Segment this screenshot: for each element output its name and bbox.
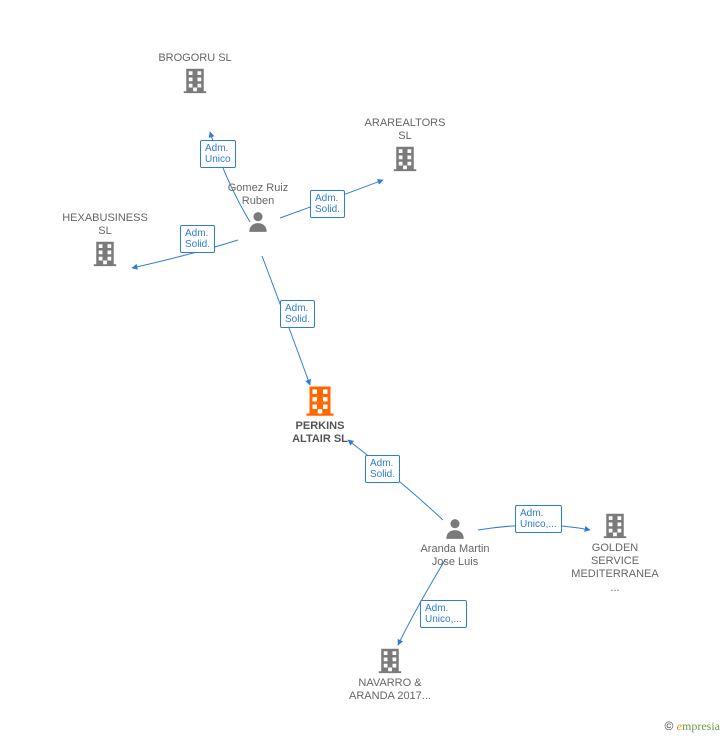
node-navarro[interactable]: NAVARRO & ARANDA 2017... (345, 645, 435, 703)
brand-rest: mpresia (682, 719, 720, 733)
node-golden[interactable]: GOLDEN SERVICE MEDITERRANEA... (570, 510, 660, 595)
node-gomez[interactable]: Gomez Ruiz Ruben (213, 182, 303, 236)
node-label: Aranda Martin Jose Luis (410, 543, 500, 569)
node-aranda[interactable]: Aranda Martin Jose Luis (410, 515, 500, 569)
copyright-symbol: © (664, 719, 673, 733)
node-label: NAVARRO & ARANDA 2017... (345, 677, 435, 703)
node-perkins[interactable]: PERKINS ALTAIR SL (275, 382, 365, 446)
node-label: PERKINS ALTAIR SL (275, 420, 365, 446)
node-hexabusiness[interactable]: HEXABUSINESS SL (60, 212, 150, 270)
edge-label-aranda-navarro[interactable]: Adm. Unico,... (420, 600, 467, 628)
node-label: BROGORU SL (150, 52, 240, 65)
edge-label-aranda-golden[interactable]: Adm. Unico,... (515, 505, 562, 533)
edge-label-gomez-ararealtors[interactable]: Adm. Solid. (310, 190, 345, 218)
footer-copyright: © empresia (664, 719, 720, 734)
edge-label-gomez-perkins[interactable]: Adm. Solid. (280, 300, 315, 328)
edge-label-gomez-brogoru[interactable]: Adm. Unico (200, 140, 236, 168)
node-brogoru[interactable]: BROGORU SL (150, 52, 240, 97)
edge-label-gomez-hexabusiness[interactable]: Adm. Solid. (180, 225, 215, 253)
edge-label-aranda-perkins[interactable]: Adm. Solid. (365, 455, 400, 483)
edges-layer (0, 0, 728, 740)
node-ararealtors[interactable]: ARAREALTORS SL (360, 117, 450, 175)
node-label: HEXABUSINESS SL (60, 212, 150, 238)
node-label: GOLDEN SERVICE MEDITERRANEA... (570, 542, 660, 595)
node-label: Gomez Ruiz Ruben (213, 182, 303, 208)
diagram-canvas: © empresia BROGORU SL ARAREALTORS SL HEX… (0, 0, 728, 740)
node-label: ARAREALTORS SL (360, 117, 450, 143)
